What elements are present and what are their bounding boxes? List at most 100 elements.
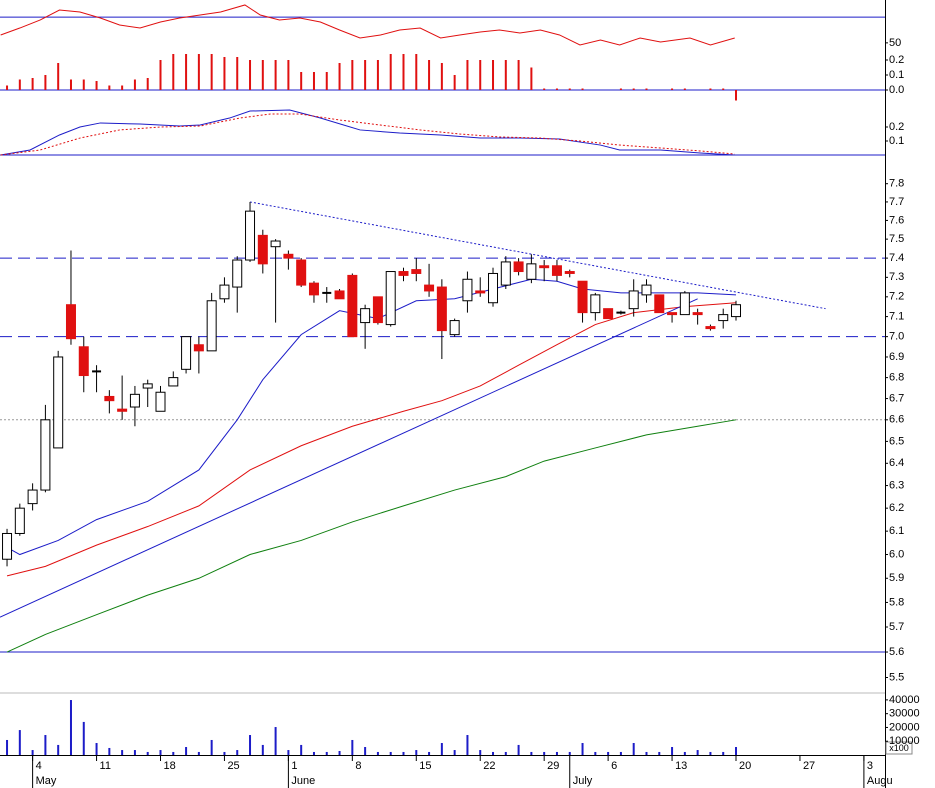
candle-body	[168, 377, 179, 387]
bar	[492, 751, 495, 755]
y-tick-label: 7.0	[889, 331, 904, 343]
candle-body	[500, 261, 511, 286]
bar	[185, 54, 188, 90]
bar	[581, 743, 584, 755]
y-tick-label: 7.8	[889, 178, 904, 190]
bar	[236, 57, 239, 90]
bar	[517, 744, 520, 755]
bar	[44, 75, 47, 90]
candle-body	[334, 290, 345, 300]
candle-body	[270, 240, 281, 248]
candle-body	[142, 383, 153, 389]
bar	[82, 721, 85, 755]
bar	[6, 85, 9, 90]
candle-body	[347, 274, 358, 338]
candle-body	[232, 259, 243, 288]
bar	[44, 735, 47, 755]
candle-body	[551, 265, 562, 276]
x-tick-label: 11	[100, 760, 111, 772]
y-tick-label: 5.6	[889, 646, 904, 658]
y-tick-label: 5.8	[889, 596, 904, 608]
y-tick-label: 7.2	[889, 291, 904, 303]
bar	[479, 60, 482, 90]
bar	[632, 88, 635, 90]
x-tick-label: 18	[164, 760, 176, 772]
bar	[146, 78, 149, 90]
bar	[530, 67, 533, 90]
candle-body	[65, 304, 76, 340]
bar	[95, 743, 98, 755]
bar	[555, 751, 558, 755]
bar	[466, 60, 469, 90]
y-tick-label: 0.1	[889, 135, 904, 147]
bar	[402, 54, 405, 90]
month-label: July	[573, 775, 593, 787]
bar	[364, 60, 367, 90]
bar	[453, 75, 456, 90]
bar	[440, 63, 443, 90]
bar	[389, 751, 392, 755]
candle-body	[577, 280, 588, 314]
y-tick-label: 0.2	[889, 121, 904, 133]
candle-body	[667, 312, 678, 316]
bar	[172, 751, 175, 755]
bar	[568, 751, 571, 755]
y-tick-label: 7.6	[889, 214, 904, 226]
candle-body	[705, 326, 716, 330]
y-tick-label: 10000	[889, 735, 920, 747]
bar	[95, 81, 98, 90]
bar	[351, 60, 354, 90]
y-tick-label: 50	[889, 37, 901, 49]
bar	[274, 727, 277, 755]
candle-body	[193, 344, 204, 352]
bar	[389, 54, 392, 90]
candle-body	[731, 304, 742, 318]
bar	[312, 751, 315, 755]
bar	[57, 63, 60, 90]
bar	[197, 751, 200, 755]
candle-body	[488, 272, 499, 304]
bar	[274, 60, 277, 90]
y-tick-label: 7.7	[889, 196, 904, 208]
bar	[338, 751, 341, 755]
month-label: June	[291, 775, 315, 787]
bar	[658, 751, 661, 755]
candle-body	[603, 308, 614, 320]
bar	[504, 60, 507, 90]
candle-body	[654, 294, 665, 314]
candle-body	[692, 312, 703, 316]
bar	[645, 88, 648, 90]
bar	[683, 751, 686, 755]
candle-body	[718, 314, 729, 322]
bar	[517, 60, 520, 90]
candle-body	[590, 294, 601, 314]
bar	[607, 751, 610, 755]
candle-body	[308, 282, 319, 296]
candle-body	[628, 290, 639, 310]
bar	[69, 79, 72, 90]
bar	[108, 747, 111, 755]
line-series	[0, 4, 735, 46]
candle-body	[181, 336, 192, 370]
line-series	[6, 419, 737, 653]
y-tick-label: 6.1	[889, 525, 904, 537]
bar	[210, 739, 213, 755]
bar	[543, 751, 546, 755]
candle-body	[78, 346, 89, 377]
bar	[671, 88, 674, 90]
bar	[325, 751, 328, 755]
x-tick-label: 25	[227, 760, 239, 772]
bar	[18, 79, 21, 90]
bar	[69, 700, 72, 755]
bar	[300, 72, 303, 90]
bar	[581, 88, 584, 90]
x-tick-label: 22	[483, 760, 495, 772]
bar	[57, 744, 60, 755]
x-tick-label: 6	[611, 760, 617, 772]
y-tick-label: 6.9	[889, 351, 904, 363]
month-label: May	[36, 775, 57, 787]
y-tick-label: 6.7	[889, 392, 904, 404]
unit-box	[885, 741, 913, 755]
bar	[696, 750, 699, 755]
